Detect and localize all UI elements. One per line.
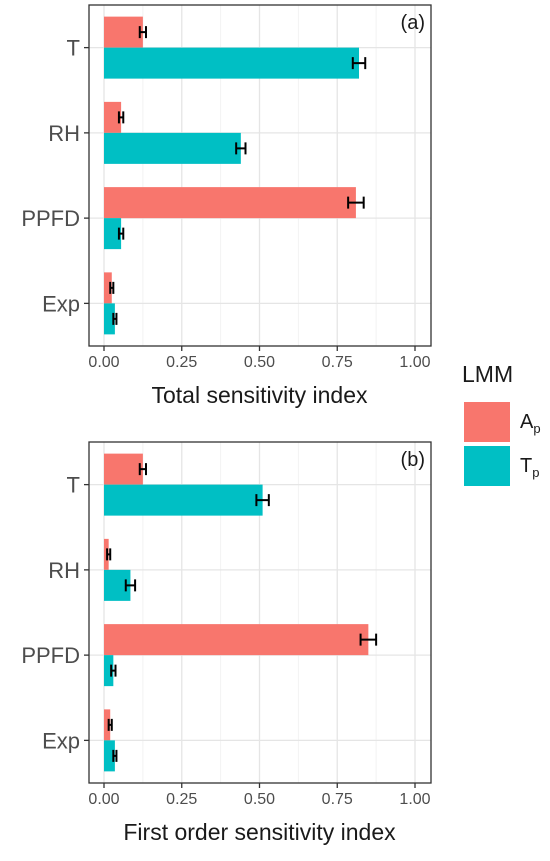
bar-Ap-Exp xyxy=(104,709,111,741)
panel-a: T RH PPFD Exp 0.00 0.25 0.50 0.75 1.00 Total sens… xyxy=(21,4,432,408)
bar-Tp-Exp xyxy=(104,740,115,772)
legend-key-tp xyxy=(464,446,510,486)
x-tick-label: 0.75 xyxy=(322,354,353,371)
bar-Ap-T xyxy=(104,16,143,48)
legend-label-tp-sub: p xyxy=(532,465,539,480)
bar-Tp-Exp xyxy=(104,303,115,335)
legend-key-ap xyxy=(464,402,510,442)
y-tick-label: Exp xyxy=(42,291,80,316)
y-tick-label: T xyxy=(67,36,80,61)
legend-label-ap-sub: p xyxy=(533,421,540,436)
x-tick-label: 0.25 xyxy=(166,791,197,808)
y-tick-label: PPFD xyxy=(21,206,80,231)
x-tick-label: 1.00 xyxy=(399,354,430,371)
x-tick-label: 0.50 xyxy=(244,791,275,808)
x-axis-title: First order sensitivity index xyxy=(123,819,396,845)
bar-Ap-PPFD xyxy=(104,624,369,656)
y-tick-label: T xyxy=(67,473,80,498)
bar-Ap-PPFD xyxy=(104,187,356,219)
bar-Tp-PPFD xyxy=(104,218,122,250)
legend: LMM Ap Tp xyxy=(462,361,541,486)
legend-label-ap: Ap xyxy=(520,411,541,436)
y-tick-label: RH xyxy=(48,558,80,583)
bar-Tp-T xyxy=(104,484,263,516)
bar-Ap-T xyxy=(104,453,143,485)
bar-Tp-RH xyxy=(104,132,241,164)
bar-Ap-RH xyxy=(104,101,122,133)
x-tick-label: 0.00 xyxy=(88,791,119,808)
y-tick-label: RH xyxy=(48,121,80,146)
bar-Ap-Exp xyxy=(104,272,112,304)
panel-label: (b) xyxy=(401,449,425,471)
x-tick-label: 0.00 xyxy=(88,354,119,371)
legend-title: LMM xyxy=(462,361,513,387)
x-axis-title: Total sensitivity index xyxy=(151,382,368,408)
x-tick-label: 0.25 xyxy=(166,354,197,371)
y-tick-label: PPFD xyxy=(21,643,80,668)
x-tick-label: 1.00 xyxy=(399,791,430,808)
legend-label-tp-main: T xyxy=(520,455,532,477)
legend-label-tp: Tp xyxy=(520,455,539,480)
panel-label: (a) xyxy=(401,12,425,34)
y-tick-label: Exp xyxy=(42,728,80,753)
bar-Tp-T xyxy=(104,47,360,79)
x-tick-label: 0.75 xyxy=(322,791,353,808)
bar-Tp-PPFD xyxy=(104,655,114,687)
legend-label-ap-main: A xyxy=(520,411,534,433)
x-tick-label: 0.50 xyxy=(244,354,275,371)
